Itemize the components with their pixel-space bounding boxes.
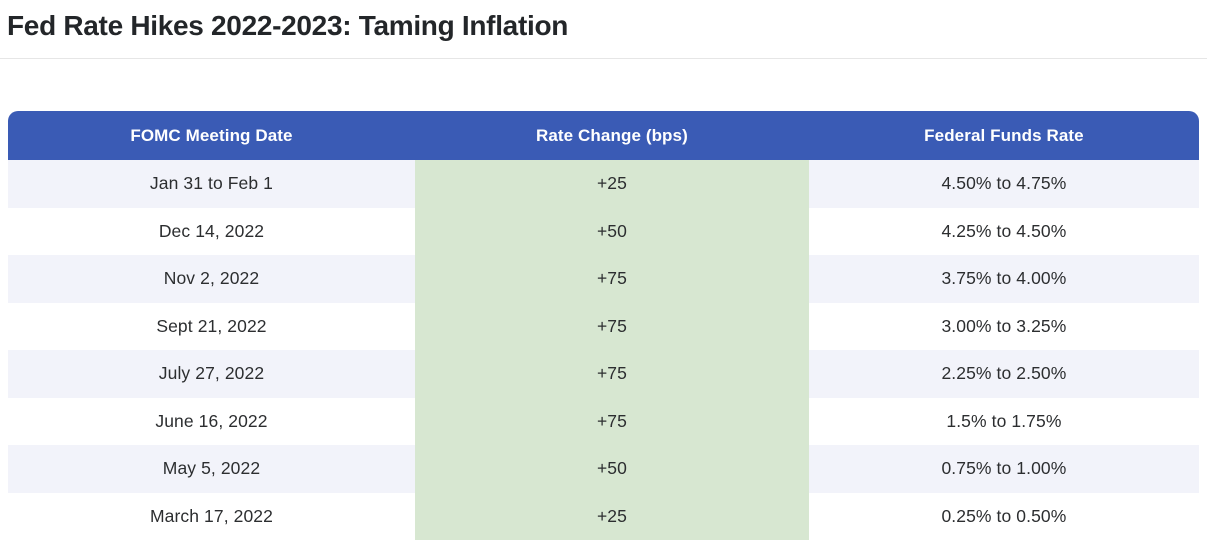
column-header-rate-change: Rate Change (bps) xyxy=(535,125,688,145)
cell-funds-rate: 3.75% to 4.00% xyxy=(941,268,1067,289)
table-row: June 16, 2022 +75 1.5% to 1.75% xyxy=(8,397,1199,445)
table-row: Sept 21, 2022 +75 3.00% to 3.25% xyxy=(8,302,1199,350)
column-header-meeting-date: FOMC Meeting Date xyxy=(130,125,293,145)
table-row: Dec 14, 2022 +50 4.25% to 4.50% xyxy=(8,207,1199,255)
cell-rate-change: +75 xyxy=(414,302,809,350)
cell-meeting-date: March 17, 2022 xyxy=(149,505,273,526)
cell-meeting-date: Jan 31 to Feb 1 xyxy=(149,173,274,194)
cell-funds-rate: 4.50% to 4.75% xyxy=(941,173,1067,194)
cell-meeting-date: June 16, 2022 xyxy=(155,410,268,431)
cell-meeting-date: July 27, 2022 xyxy=(158,363,265,384)
fed-rate-hikes-table: FOMC Meeting Date Rate Change (bps) Fede… xyxy=(8,111,1199,540)
cell-rate-change: +75 xyxy=(414,397,809,445)
table-row: March 17, 2022 +25 0.25% to 0.50% xyxy=(8,492,1199,540)
cell-rate-change: +25 xyxy=(414,160,809,208)
cell-rate-change: +50 xyxy=(414,445,809,493)
table-row: May 5, 2022 +50 0.75% to 1.00% xyxy=(8,445,1199,493)
cell-meeting-date: Dec 14, 2022 xyxy=(158,220,265,241)
cell-funds-rate: 0.25% to 0.50% xyxy=(941,505,1067,526)
cell-funds-rate: 0.75% to 1.00% xyxy=(941,458,1067,479)
cell-rate-change: +75 xyxy=(414,350,809,398)
cell-funds-rate: 3.00% to 3.25% xyxy=(941,315,1067,336)
cell-funds-rate: 4.25% to 4.50% xyxy=(941,220,1067,241)
cell-funds-rate: 2.25% to 2.50% xyxy=(941,363,1067,384)
table-header-row: FOMC Meeting Date Rate Change (bps) Fede… xyxy=(8,111,1199,160)
cell-rate-change: +75 xyxy=(414,255,809,303)
cell-rate-change: +50 xyxy=(414,207,809,255)
page-title: Fed Rate Hikes 2022-2023: Taming Inflati… xyxy=(7,10,569,41)
cell-meeting-date: May 5, 2022 xyxy=(162,458,261,479)
cell-rate-change: +25 xyxy=(414,492,809,540)
cell-funds-rate: 1.5% to 1.75% xyxy=(946,410,1062,431)
table-row: Jan 31 to Feb 1 +25 4.50% to 4.75% xyxy=(8,160,1199,208)
cell-meeting-date: Sept 21, 2022 xyxy=(156,315,267,336)
column-header-funds-rate: Federal Funds Rate xyxy=(924,125,1084,145)
cell-meeting-date: Nov 2, 2022 xyxy=(163,268,260,289)
table-row: Nov 2, 2022 +75 3.75% to 4.00% xyxy=(8,255,1199,303)
page: Fed Rate Hikes 2022-2023: Taming Inflati… xyxy=(0,8,1207,552)
title-divider xyxy=(0,58,1207,59)
table-row: July 27, 2022 +75 2.25% to 2.50% xyxy=(8,350,1199,398)
